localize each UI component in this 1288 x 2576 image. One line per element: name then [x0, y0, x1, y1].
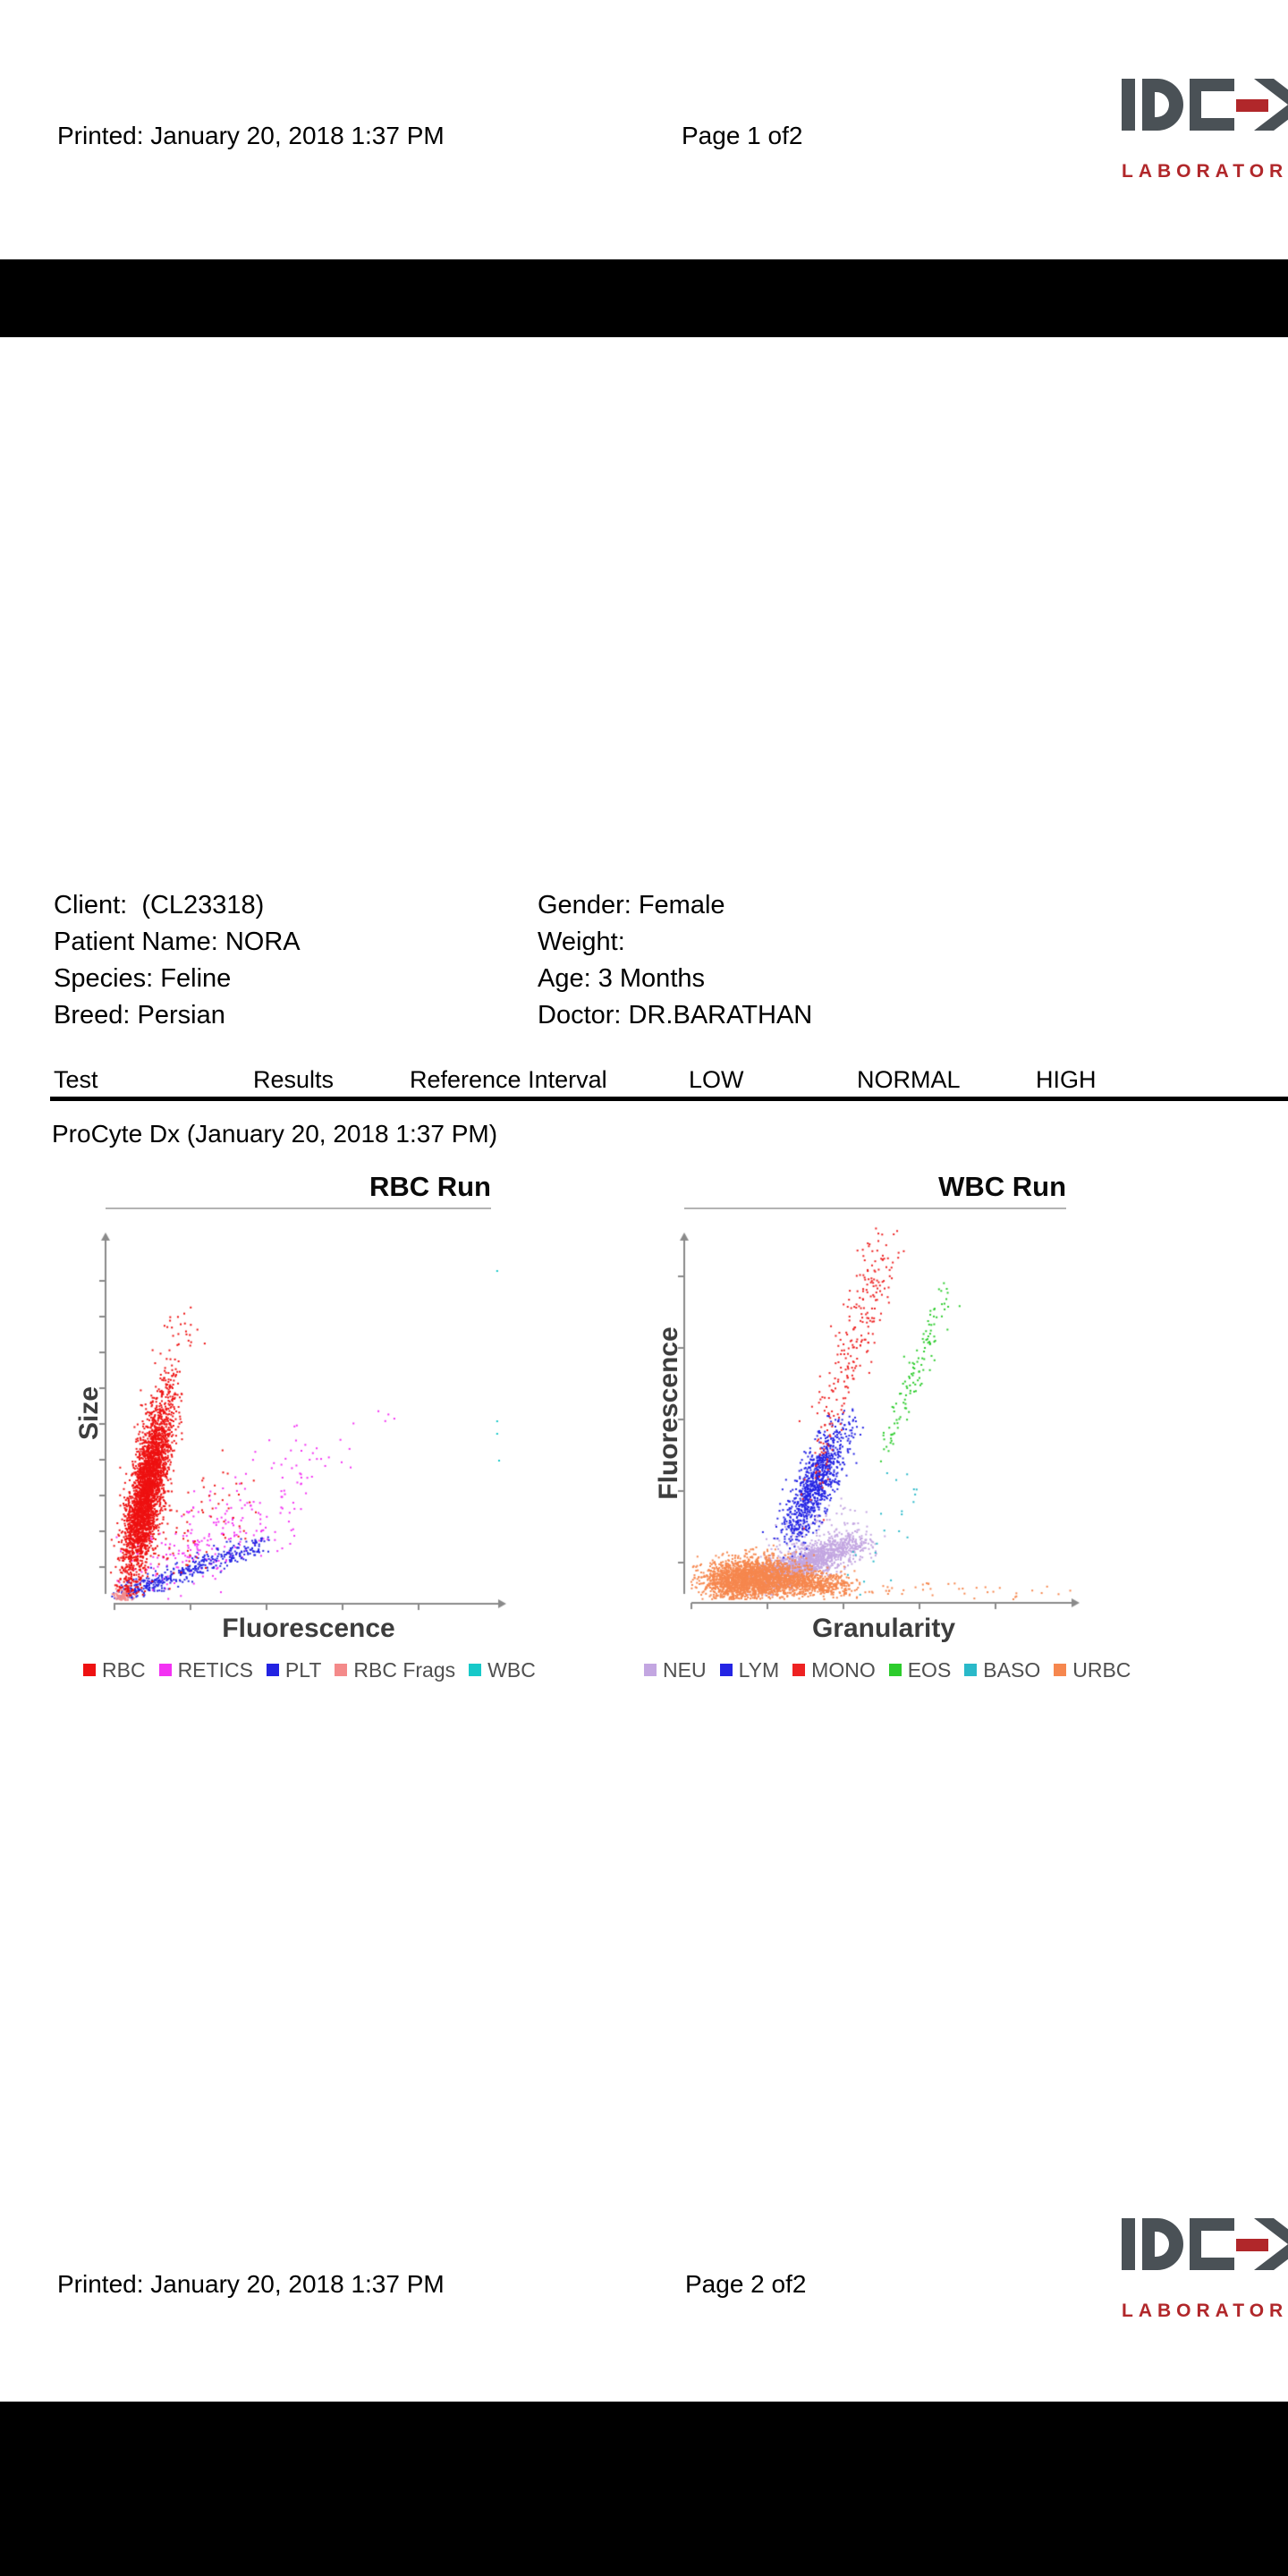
legend-item-lym: LYM — [719, 1657, 780, 1682]
legend-item-retics: RETICS — [158, 1657, 253, 1682]
client-line: Client: (CL23318) — [54, 891, 265, 919]
logo-laboratories-text: LABORATORIES — [1122, 161, 1288, 182]
patient-name-line: Patient Name: NORA — [54, 928, 301, 956]
wbc-legend: NEU LYM MONO EOS BASO URBC — [644, 1657, 1131, 1682]
rbc-swatch-label: RBC — [102, 1657, 146, 1682]
logo-letter-d — [1142, 79, 1183, 131]
logo-red-dash — [1236, 99, 1268, 112]
logo-red-dash — [1236, 2239, 1268, 2251]
rbc-swatch — [83, 1664, 96, 1676]
urbc-swatch-label: URBC — [1072, 1657, 1131, 1682]
wbc-swatch — [469, 1664, 482, 1676]
weight-line: Weight: — [538, 928, 625, 956]
baso-swatch-label: BASO — [983, 1657, 1041, 1682]
column-results: Results — [253, 1066, 335, 1093]
wbc-x-axis-label: Granularity — [811, 1614, 956, 1643]
breed-line: Breed: Persian — [54, 1001, 225, 1030]
neu-swatch — [644, 1664, 657, 1676]
wbc-swatch-label: WBC — [487, 1657, 536, 1682]
rbc-run-title: RBC Run — [369, 1171, 491, 1202]
rbc-title-underline — [106, 1208, 491, 1209]
plt-swatch-label: PLT — [284, 1657, 322, 1682]
legend-item-mono: MONO — [792, 1658, 876, 1682]
legend-item-rbc-frags: RBC Frags — [335, 1658, 455, 1682]
doctor-line: Doctor: DR.BARATHAN — [538, 1001, 813, 1030]
rbc-frags-swatch-label: RBC Frags — [353, 1657, 456, 1682]
column-low: LOW — [689, 1066, 744, 1093]
black-bar-bottom — [0, 2402, 1288, 2576]
page-number-top: Page 1 of2 — [682, 122, 803, 149]
legend-item-eos: EOS — [888, 1657, 952, 1682]
printed-timestamp-top: Printed: January 20, 2018 1:37 PM — [57, 122, 445, 149]
black-bar-top — [0, 259, 1288, 337]
logo-letter-e — [1190, 79, 1234, 131]
legend-item-neu: NEU — [644, 1658, 707, 1682]
table-header-rule — [50, 1097, 1288, 1101]
gender-line: Gender: Female — [538, 891, 725, 919]
wbc-scatter-plot — [662, 1221, 1100, 1619]
baso-swatch — [964, 1664, 978, 1676]
legend-item-plt: PLT — [266, 1657, 322, 1682]
age-line: Age: 3 Months — [538, 964, 705, 993]
page-number-bottom: Page 2 of2 — [685, 2270, 807, 2298]
species-line: Species: Feline — [54, 964, 232, 993]
column-high: HIGH — [1036, 1066, 1097, 1093]
neu-swatch-label: NEU — [663, 1657, 707, 1682]
lym-swatch — [719, 1664, 733, 1676]
analyzer-section-label: ProCyte Dx (January 20, 2018 1:37 PM) — [52, 1120, 498, 1148]
idexx-logo-bottom: LABORATORIES — [1122, 2218, 1288, 2321]
printed-timestamp-bottom: Printed: January 20, 2018 1:37 PM — [57, 2270, 445, 2298]
legend-item-urbc: URBC — [1054, 1658, 1131, 1682]
wbc-title-underline — [684, 1208, 1066, 1209]
lym-swatch-label: LYM — [738, 1657, 780, 1682]
legend-item-rbc: RBC — [83, 1658, 146, 1682]
rbc-x-axis-label: Fluorescence — [222, 1614, 395, 1643]
rbc-y-axis-label: Size — [74, 1385, 104, 1441]
retics-swatch-label: RETICS — [177, 1657, 253, 1682]
mono-swatch — [792, 1664, 806, 1676]
retics-swatch — [158, 1664, 172, 1676]
wbc-y-axis-label: Fluorescence — [654, 1326, 683, 1500]
urbc-swatch — [1054, 1664, 1067, 1676]
eos-swatch — [888, 1664, 902, 1676]
eos-swatch-label: EOS — [907, 1657, 952, 1682]
rbc-scatter-plot — [85, 1221, 523, 1619]
rbc-frags-swatch — [335, 1664, 348, 1676]
logo-laboratories-text: LABORATORIES — [1122, 2301, 1288, 2321]
column-normal: NORMAL — [857, 1066, 961, 1093]
logo-letter-i — [1122, 79, 1135, 131]
wbc-run-title: WBC Run — [938, 1171, 1066, 1202]
logo-letter-x1 — [1254, 79, 1288, 131]
idexx-logo-top: LABORATORIES — [1122, 79, 1288, 182]
mono-swatch-label: MONO — [811, 1657, 876, 1682]
column-reference-interval: Reference Interval — [410, 1066, 607, 1093]
column-test: Test — [54, 1066, 98, 1093]
legend-item-baso: BASO — [964, 1658, 1040, 1682]
plt-swatch — [266, 1664, 279, 1676]
legend-item-wbc: WBC — [469, 1658, 536, 1682]
rbc-legend: RBC RETICS PLT RBC Frags WBC — [83, 1657, 536, 1682]
